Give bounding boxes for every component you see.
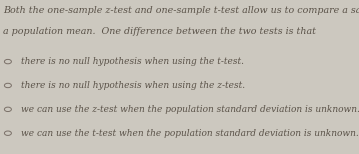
Text: Both the one-sample z-test and one-sample t-test allow us to compare a sample me: Both the one-sample z-test and one-sampl…	[3, 6, 359, 15]
Text: there is no null hypothesis when using the t-test.: there is no null hypothesis when using t…	[21, 57, 244, 66]
Text: we can use the z-test when the population standard deviation is unknown.: we can use the z-test when the populatio…	[21, 105, 359, 114]
Text: a population mean.  One difference between the two tests is that: a population mean. One difference betwee…	[3, 27, 316, 36]
Text: there is no null hypothesis when using the z-test.: there is no null hypothesis when using t…	[21, 81, 245, 90]
Text: we can use the t-test when the population standard deviation is unknown.: we can use the t-test when the populatio…	[21, 129, 359, 138]
